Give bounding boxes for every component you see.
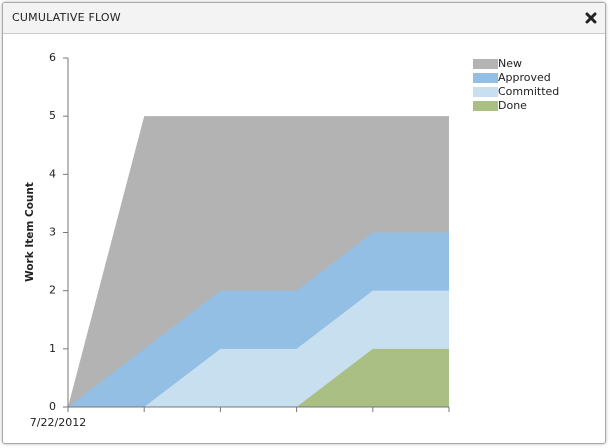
title-bar: CUMULATIVE FLOW — [3, 3, 605, 34]
dialog-title: CUMULATIVE FLOW — [12, 11, 121, 24]
y-tick-label: 2 — [49, 284, 56, 297]
y-tick-label: 6 — [49, 51, 56, 64]
y-tick-label: 5 — [49, 109, 56, 122]
legend-label: Done — [498, 99, 527, 112]
close-button[interactable] — [585, 12, 597, 24]
y-tick-label: 0 — [49, 400, 56, 413]
area — [68, 348, 449, 407]
legend-swatch — [473, 101, 498, 111]
legend-label: Committed — [498, 85, 559, 98]
legend-swatch — [473, 59, 498, 69]
legend-label: Approved — [498, 71, 551, 84]
x-tick-label: 7/22/2012 — [30, 416, 86, 429]
legend-label: New — [498, 57, 522, 70]
y-tick-label: 1 — [49, 342, 56, 355]
y-tick-label: 4 — [49, 167, 56, 180]
legend-swatch — [473, 87, 498, 97]
y-tick-label: 3 — [49, 226, 56, 239]
legend-swatch — [473, 73, 498, 83]
y-axis-label: Work Item Count — [24, 182, 36, 282]
